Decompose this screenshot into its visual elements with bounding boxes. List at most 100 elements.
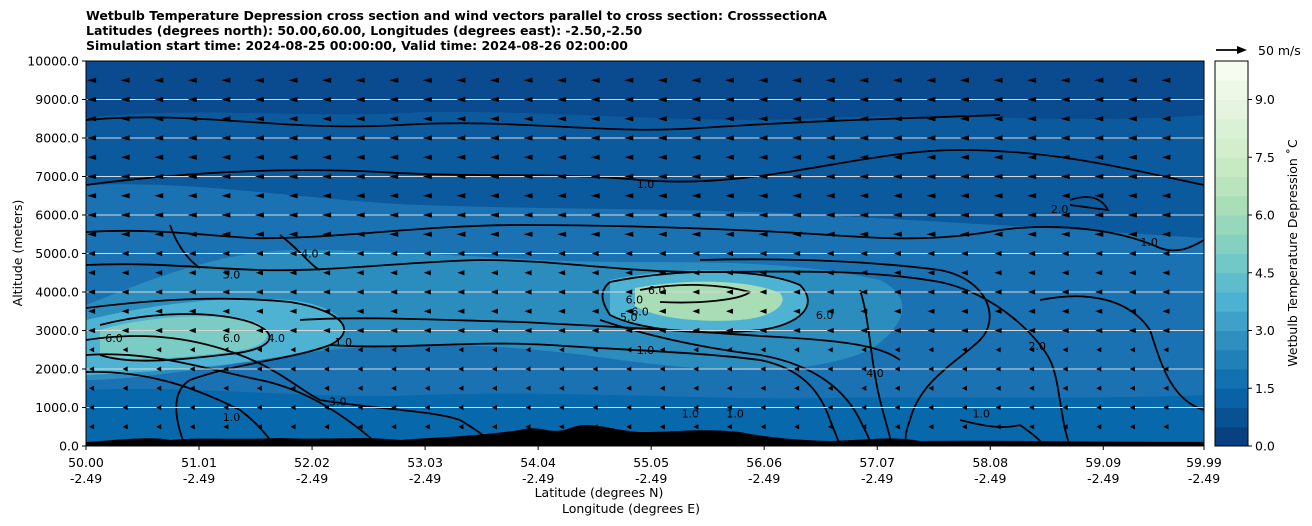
wind-vector xyxy=(659,385,665,391)
wind-vector xyxy=(892,212,902,218)
wind-vector xyxy=(256,385,262,391)
wind-vector xyxy=(659,424,665,430)
y-tick-label: 7000.0 xyxy=(35,169,79,184)
wind-vector xyxy=(657,77,667,83)
wind-vector xyxy=(187,193,197,199)
wind-vector xyxy=(926,212,936,218)
x-tick-label-lat: 59.99 xyxy=(1186,455,1222,470)
wind-vector xyxy=(1163,404,1169,411)
x-tick-label-lat: 56.06 xyxy=(746,455,782,470)
wind-vector xyxy=(892,96,902,103)
wind-vector xyxy=(457,250,465,257)
y-tick-label: 10000.0 xyxy=(27,54,79,69)
grid-lines xyxy=(86,99,1204,408)
wind-vector xyxy=(1129,347,1135,353)
wind-vector xyxy=(657,231,667,237)
wind-vector xyxy=(122,366,128,372)
contour-label: 1.0 xyxy=(637,344,655,357)
wind-vector xyxy=(288,116,298,122)
contour-label: 3.0 xyxy=(223,269,241,282)
wind-vector xyxy=(423,270,431,276)
wind-vector xyxy=(120,154,130,160)
wind-vector xyxy=(624,231,634,237)
wind-vector xyxy=(559,385,565,391)
wind-vector xyxy=(724,135,734,141)
wind-vector xyxy=(457,270,465,276)
wind-vector xyxy=(254,231,264,237)
wind-vector xyxy=(1027,231,1037,237)
y-tick-label: 4000.0 xyxy=(35,285,79,300)
wind-vector xyxy=(590,212,600,218)
contour-label: 6.0 xyxy=(648,284,666,297)
wind-vector xyxy=(659,347,665,353)
colorbar-swatch xyxy=(1215,138,1248,158)
wind-vector xyxy=(758,173,768,180)
wind-vector xyxy=(424,385,430,391)
wind-vector xyxy=(324,385,330,391)
wind-vector xyxy=(592,347,598,353)
wind-vector xyxy=(221,135,231,141)
wind-vector xyxy=(1127,193,1137,199)
wind-vector xyxy=(154,212,164,218)
wind-vector xyxy=(1060,77,1070,83)
contour-lines xyxy=(86,114,1204,446)
wind-vector xyxy=(288,212,298,218)
wind-vector xyxy=(994,250,1002,257)
wind-vector xyxy=(758,231,768,237)
wind-vector xyxy=(1161,135,1171,141)
wind-vector xyxy=(928,424,934,430)
wind-vector xyxy=(458,366,464,372)
wind-vector xyxy=(290,347,296,353)
wind-vector xyxy=(422,212,432,218)
wind-vector xyxy=(222,289,230,295)
wind-vector xyxy=(1096,347,1102,353)
wind-vector xyxy=(1028,308,1036,314)
wind-vector xyxy=(825,231,835,237)
terrain xyxy=(86,424,1204,446)
wind-vector xyxy=(1060,173,1070,180)
wind-vector xyxy=(1029,347,1035,353)
wind-vector xyxy=(624,96,634,103)
wind-vector xyxy=(624,154,634,160)
wind-vector xyxy=(457,308,465,314)
contour-label: 3.0 xyxy=(329,396,347,409)
contour-label: 4.0 xyxy=(866,367,884,380)
colorbar-swatch xyxy=(1215,388,1248,408)
wind-vector xyxy=(1060,96,1070,103)
wind-vector xyxy=(793,308,801,314)
wind-vector xyxy=(657,116,667,122)
wind-vector xyxy=(859,193,869,199)
wind-vector xyxy=(221,173,231,180)
wind-vector xyxy=(1062,404,1068,411)
wind-vector xyxy=(1128,289,1136,295)
y-tick-label: 5000.0 xyxy=(35,246,79,261)
wind-vector xyxy=(456,116,466,122)
wind-vector xyxy=(1127,212,1137,218)
wind-vector xyxy=(658,289,666,295)
wind-vector xyxy=(591,270,599,276)
wind-vector xyxy=(456,212,466,218)
wind-vector xyxy=(793,289,801,295)
x-tick-label-lon: -2.49 xyxy=(1087,471,1119,486)
wind-vector xyxy=(794,385,800,391)
wind-vector xyxy=(187,173,197,180)
wind-vector xyxy=(726,404,732,411)
wind-vector xyxy=(324,366,330,372)
wind-vector xyxy=(1060,154,1070,160)
wind-vector xyxy=(993,135,1003,141)
wind-vector xyxy=(962,424,968,430)
wind-vector xyxy=(389,173,399,180)
wind-vector xyxy=(995,347,1001,353)
wind-vector xyxy=(1127,135,1137,141)
wind-vector xyxy=(357,385,363,391)
wind-vector xyxy=(390,270,398,276)
y-tick-label: 2000.0 xyxy=(35,362,79,377)
wind-vector xyxy=(254,212,264,218)
wind-vector xyxy=(1061,308,1069,314)
wind-vector xyxy=(355,96,365,103)
wind-vector xyxy=(322,135,332,141)
wind-vector xyxy=(760,404,766,411)
wind-vector xyxy=(223,347,229,353)
wind-vector xyxy=(993,154,1003,160)
wind-vector xyxy=(523,116,533,122)
